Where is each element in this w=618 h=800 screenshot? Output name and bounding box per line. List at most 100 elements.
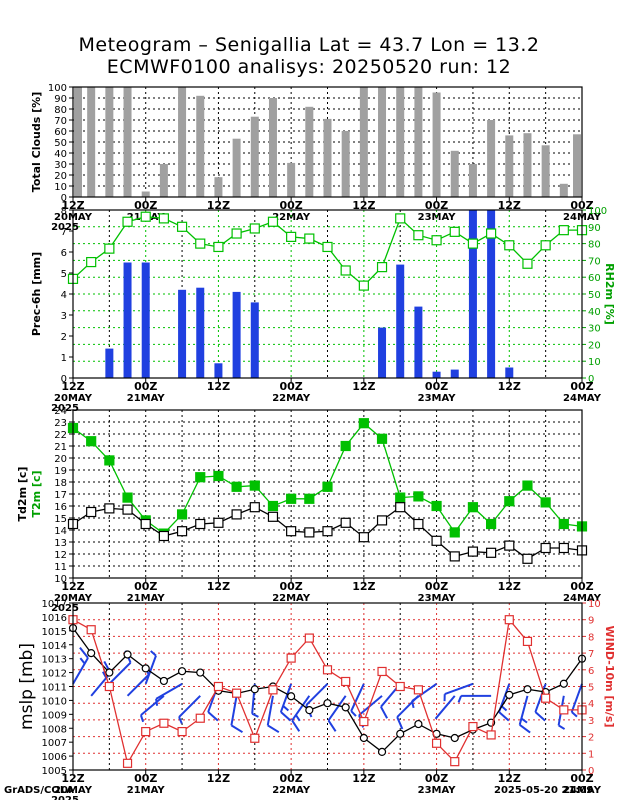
mslp-y-tick-label: 1008 [42,724,67,735]
wind-y-tick-label: 10 [588,599,601,610]
rh-marker [249,223,260,234]
wind-speed-marker [232,688,242,698]
wind-y-tick-label: 2 [588,733,594,744]
t2m-marker [340,440,351,452]
wind-barb-staff [279,683,293,713]
rh-y-tick-label: 90 [588,223,601,234]
x-date-label: 22MAY [272,593,311,604]
wind-speed-marker [541,693,551,703]
x-tick-label: 00Z [134,772,157,785]
t2m-marker [395,492,406,503]
wind-barb-flag [291,719,301,732]
rh-y-tick-label: 30 [588,324,601,335]
rh-y-tick-label: 70 [588,256,601,267]
cloud-bar [487,120,496,197]
temp-y-tick-label: 10 [54,574,67,585]
cloud-bar [305,106,314,197]
wind-barb-flag [396,716,404,730]
cloud-y-tick-label: 90 [54,94,67,105]
t2m-marker [231,481,242,492]
wind-barb-flag [327,719,337,732]
t2m-marker [504,496,515,507]
wind-y-tick-label: 9 [588,616,594,627]
rh-marker [231,228,242,239]
wind-speed-marker [86,625,96,635]
wind-barb-staff [570,683,583,713]
precip-bar [414,306,423,378]
wind-speed-marker [504,615,514,625]
wind-barb-flag [178,716,183,724]
td2m-marker [195,518,206,530]
mslp-marker [323,699,332,708]
precip-bar [196,287,205,378]
panel-frame [72,409,583,579]
wind-barb-staff [434,695,456,720]
wind-speed-marker [341,676,351,687]
rh-marker [176,221,188,232]
wind-speed-marker [286,653,296,663]
wind-barb-flag [519,724,531,734]
rh-marker [86,256,97,268]
mslp-marker [196,668,205,677]
temp-y-tick-label: 21 [54,442,67,453]
rh-marker [322,241,333,253]
rh-marker [267,216,279,227]
prec-y-tick-label: 4 [61,290,67,301]
mslp-marker [250,685,259,694]
precip-bar [396,264,405,378]
rh-marker [486,228,497,239]
mslp-marker [305,706,314,715]
wind-barb-staff [230,695,238,726]
wind-barb-staff [108,661,132,685]
wind-speed-marker [195,713,205,723]
wind-speed-marker [486,730,496,740]
rh-marker [358,280,369,291]
wind-barb-flag [520,717,528,724]
t2m-marker [376,433,388,444]
chart-title-line1: Meteogram – Senigallia Lat = 43.7 Lon = … [78,34,540,56]
wind-barb-staff [178,695,201,718]
rh-marker [413,230,424,241]
td2m-marker [522,553,533,564]
wind-speed-marker [322,665,333,675]
precip-bar [432,371,441,378]
x-tick-label: 12Z [207,772,230,785]
x-tick-label: 00Z [570,772,593,785]
rh-marker [376,262,388,273]
wind-barb-flag [155,698,159,706]
mslp-y-tick-label: 1017 [42,599,67,610]
x-tick-label: 12Z [61,580,84,593]
cloud-bar [196,95,205,197]
wind-barb-flag [282,705,290,712]
x-tick-label: 12Z [352,380,375,393]
prec-y-tick-label: 7 [61,227,67,238]
prec-y-tick-label: 8 [61,206,67,217]
wind-speed-marker [159,718,169,728]
mslp-axis-label: mslp [mb] [17,643,37,730]
t2m-marker [86,436,97,447]
cloud-bar [541,145,550,197]
cloud-y-tick-label: 40 [54,149,67,160]
t2m-marker [286,493,297,504]
x-tick-label: 12Z [207,199,230,212]
cloud-bar [359,87,368,197]
cloud-bar [141,191,150,197]
panel-frame [72,209,583,379]
wind-barb-flag [558,724,566,730]
temp-y-tick-label: 14 [54,526,67,537]
x-date-label: 22MAY [272,785,311,796]
mslp-marker [523,685,532,694]
mslp-marker [141,664,150,673]
rh-y-tick-label: 40 [588,307,601,318]
cloud-bar [378,87,387,197]
td2m-marker [431,535,442,546]
x-tick-label: 00Z [570,199,593,212]
wind-speed-marker [450,757,460,767]
cloud-y-tick-label: 20 [54,171,67,182]
cloud-bar [159,164,168,197]
wind-speed-marker [413,685,423,695]
mslp-y-tick-label: 1009 [42,710,67,721]
rh-marker [122,216,133,227]
x-tick-label: 00Z [425,199,448,212]
